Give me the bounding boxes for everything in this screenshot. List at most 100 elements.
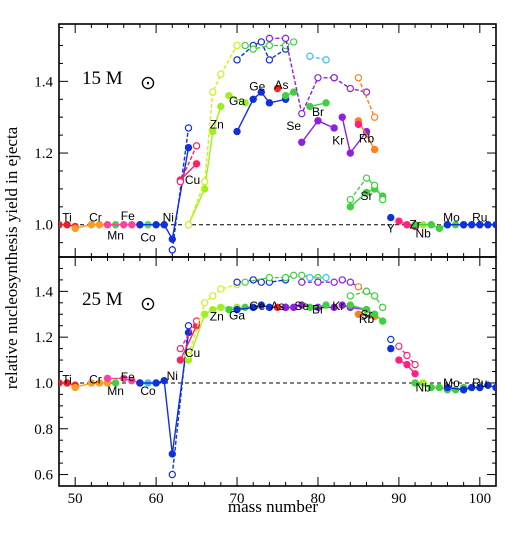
data-point [289,303,298,312]
element-label: Cu [185,173,200,187]
data-point [257,278,266,286]
data-point [176,356,185,364]
data-point [233,305,241,314]
data-point [63,221,71,229]
data-point [322,301,330,309]
data-point [289,271,298,280]
data-point [492,221,496,229]
data-point [184,351,193,360]
series-line [187,106,222,225]
data-point [322,99,330,107]
y-tick-label: 1.0 [34,218,53,234]
data-point [362,88,371,96]
data-point [354,120,363,129]
y-tick-label: 1.2 [34,146,53,162]
x-tick-label: 70 [230,491,245,507]
series-line [179,145,198,182]
data-point [403,351,411,360]
series-line [179,320,198,349]
data-point [257,88,266,96]
data-point [330,74,338,82]
data-point [59,221,63,229]
series-line [179,163,198,181]
data-point [120,374,128,383]
data-point [241,41,249,50]
data-point [209,305,217,314]
element-label: Ga [229,308,245,322]
data-point [362,174,371,182]
element-label: Ti [62,373,72,387]
data-point [241,278,249,286]
series-line [357,77,376,118]
element-label: Se [294,299,309,313]
data-point [120,221,128,229]
data-point [362,287,371,296]
y-tick-label: 0.8 [34,422,53,438]
data-point [184,124,193,132]
data-point [176,178,185,186]
element-label: Cr [89,373,102,387]
y-axis-label: relative nucleosynthesis yield in ejecta [2,126,21,389]
data-point [379,303,387,312]
data-point [281,91,290,100]
data-point [411,360,419,369]
data-point [346,195,355,204]
element-label: Se [286,119,301,133]
element-label: Ge [249,299,265,313]
data-point [338,276,346,284]
data-point [298,138,306,146]
data-point [63,379,71,387]
element-label: Fe [121,370,135,384]
series-layer [59,271,496,479]
data-point [265,273,274,282]
data-point [209,292,217,300]
element-label: Rb [359,312,375,326]
data-point [233,41,241,50]
data-point [111,379,120,387]
data-point [370,181,379,190]
data-point [362,305,371,314]
sun-symbol: ⊙ [140,294,156,315]
data-point [354,283,363,291]
x-tick-label: 80 [310,491,325,507]
data-point [71,224,79,233]
data-point [160,221,168,229]
data-point [128,221,136,229]
element-label: Ni [163,211,174,225]
data-point [217,70,225,78]
data-point [249,95,257,103]
series-line [179,325,198,361]
data-point [435,224,444,233]
series-line [107,377,141,384]
data-point [71,383,79,392]
series-line [171,127,190,250]
series-line [171,325,190,475]
data-point [306,273,314,282]
data-point [281,273,290,282]
data-point [265,34,274,43]
panel-title: 15 M [82,68,123,89]
element-label: Kr [332,299,344,313]
element-label: Ti [62,211,72,225]
data-point [338,301,346,309]
series-line [75,223,108,229]
x-tick-label: 100 [469,491,492,507]
data-point [411,379,419,387]
data-point [346,278,355,286]
data-point [370,310,379,318]
data-point [411,370,419,378]
element-label: Co [140,230,156,244]
series-line [349,188,384,208]
data-point [443,383,452,392]
y-tick-label: 1.4 [34,74,53,90]
data-point [59,379,63,387]
series-line [342,279,367,293]
data-point [217,102,225,111]
data-point [379,195,387,204]
data-point [168,246,176,254]
element-label: Sr [361,189,373,203]
data-point [330,278,338,286]
element-label: Zn [210,310,224,324]
data-point [200,178,209,186]
